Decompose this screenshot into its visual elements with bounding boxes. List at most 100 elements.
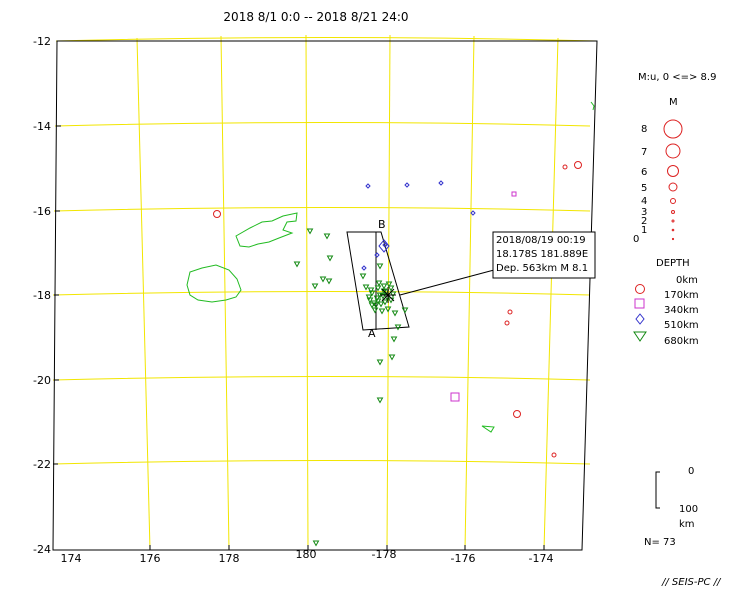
coastline-viti-levu <box>186 264 242 303</box>
event-depth-510 <box>371 307 379 314</box>
event-depth-510 <box>312 540 320 547</box>
event-depth-510 <box>367 287 375 294</box>
main-shock-marker <box>380 287 396 303</box>
event-depth-510 <box>368 290 376 297</box>
event-depth-340 <box>470 210 476 216</box>
depth-scale-bottom: 100 <box>679 504 698 515</box>
lon-label: -174 <box>529 552 554 565</box>
mag-3-symbol <box>671 210 675 214</box>
mag-label: 0 <box>633 234 639 245</box>
event-depth-510 <box>306 228 314 235</box>
legend-m-heading: M <box>669 97 678 108</box>
event-shallow <box>213 210 221 218</box>
event-depth-510 <box>377 301 385 308</box>
lat-label: -22 <box>33 458 51 471</box>
mag-label: 4 <box>641 196 647 207</box>
event-depth-510 <box>372 302 380 309</box>
event-depth-340 <box>374 252 380 258</box>
event-depth-340 <box>438 180 444 186</box>
depth-label: 680km <box>664 336 699 347</box>
event-shallow <box>507 309 513 315</box>
mag-1-symbol <box>671 228 675 232</box>
mag-5-symbol <box>668 182 678 192</box>
infobox-line-2: 18.178S 181.889E <box>496 249 588 260</box>
footer-watermark: // SEIS-PC // <box>661 577 722 588</box>
infobox-frame <box>492 231 596 279</box>
lon-label: 178 <box>219 552 240 565</box>
event-depth-510 <box>385 281 393 288</box>
event-depth-510 <box>368 302 376 309</box>
lat-label: -16 <box>33 205 51 218</box>
map-frame <box>52 40 598 551</box>
mag-label: 1 <box>641 225 647 236</box>
event-depth-510 <box>311 283 319 290</box>
event-depth-510 <box>401 307 409 314</box>
legend-depth-heading: DEPTH <box>656 258 690 269</box>
event-depth-510 <box>387 285 395 292</box>
depth-scale-bar <box>655 471 660 509</box>
event-depth-510 <box>375 280 383 287</box>
legend-magnitude-range: M:u, 0 <=> 8.9 <box>638 72 716 83</box>
longitude-labels: 174 176 178 180 -178 -176 -174 <box>61 548 554 565</box>
event-depth-510 <box>384 306 392 313</box>
event-depth-510 <box>293 261 301 268</box>
event-depth-510 <box>381 299 389 306</box>
event-depth-510 <box>388 354 396 361</box>
section-label-a: A <box>368 327 376 340</box>
event-shallow <box>574 161 582 169</box>
section-label-b: B <box>378 218 386 231</box>
coastline-edge <box>590 101 595 111</box>
event-depth-170 <box>450 392 460 402</box>
event-depth-510 <box>394 324 402 331</box>
lat-label: -24 <box>33 543 51 556</box>
lon-label: -176 <box>451 552 476 565</box>
event-shallow <box>562 164 568 170</box>
mag-2-symbol <box>671 219 675 223</box>
lat-lon-grid <box>52 34 598 551</box>
event-depth-510 <box>374 285 382 292</box>
event-depth-510 <box>319 276 327 283</box>
event-depth-340 <box>404 182 410 188</box>
event-count: N= 73 <box>644 537 676 548</box>
event-shallow <box>504 320 510 326</box>
event-depth-340 <box>382 242 388 248</box>
mag-label: 5 <box>641 183 647 194</box>
depth-label: 340km <box>664 305 699 316</box>
latitude-labels: -12 -14 -16 -18 -20 -22 -24 <box>33 35 51 556</box>
lon-label: 180 <box>296 548 317 561</box>
coastline-vanua-levu <box>235 212 298 248</box>
depth-340-symbol <box>635 313 645 325</box>
lat-label: -14 <box>33 120 51 133</box>
depth-label: 510km <box>664 320 699 331</box>
depth-170-symbol <box>634 298 645 309</box>
coastline-tonga <box>481 425 495 433</box>
depth-scale-unit: km <box>679 519 695 530</box>
event-depth-510 <box>326 255 334 262</box>
mag-0-symbol <box>671 237 675 241</box>
depth-scale-top: 0 <box>688 466 694 477</box>
event-depth-510 <box>325 278 333 285</box>
coastlines <box>186 101 595 433</box>
event-depth-510 <box>389 291 397 298</box>
mag-label: 8 <box>641 124 647 135</box>
event-depth-510 <box>376 397 384 404</box>
event-depth-510 <box>374 298 382 305</box>
depth-label: 0km <box>676 275 698 286</box>
axis-ticks <box>53 40 545 551</box>
event-depth-510 <box>376 263 384 270</box>
event-depth-170 <box>511 191 517 197</box>
event-depth-510 <box>380 283 388 290</box>
mag-label: 2 <box>641 216 647 227</box>
event-depth-510 <box>359 273 367 280</box>
event-depth-510 <box>378 308 386 315</box>
event-depth-510 <box>376 359 384 366</box>
lat-label: -12 <box>33 35 51 48</box>
mag-label: 6 <box>641 167 647 178</box>
mag-6-symbol <box>667 165 679 177</box>
event-depth-510 <box>362 284 370 291</box>
event-depth-510 <box>391 310 399 317</box>
depth-shallow-symbol <box>635 284 645 294</box>
leader-line <box>399 269 495 296</box>
mag-4-symbol <box>670 198 676 204</box>
